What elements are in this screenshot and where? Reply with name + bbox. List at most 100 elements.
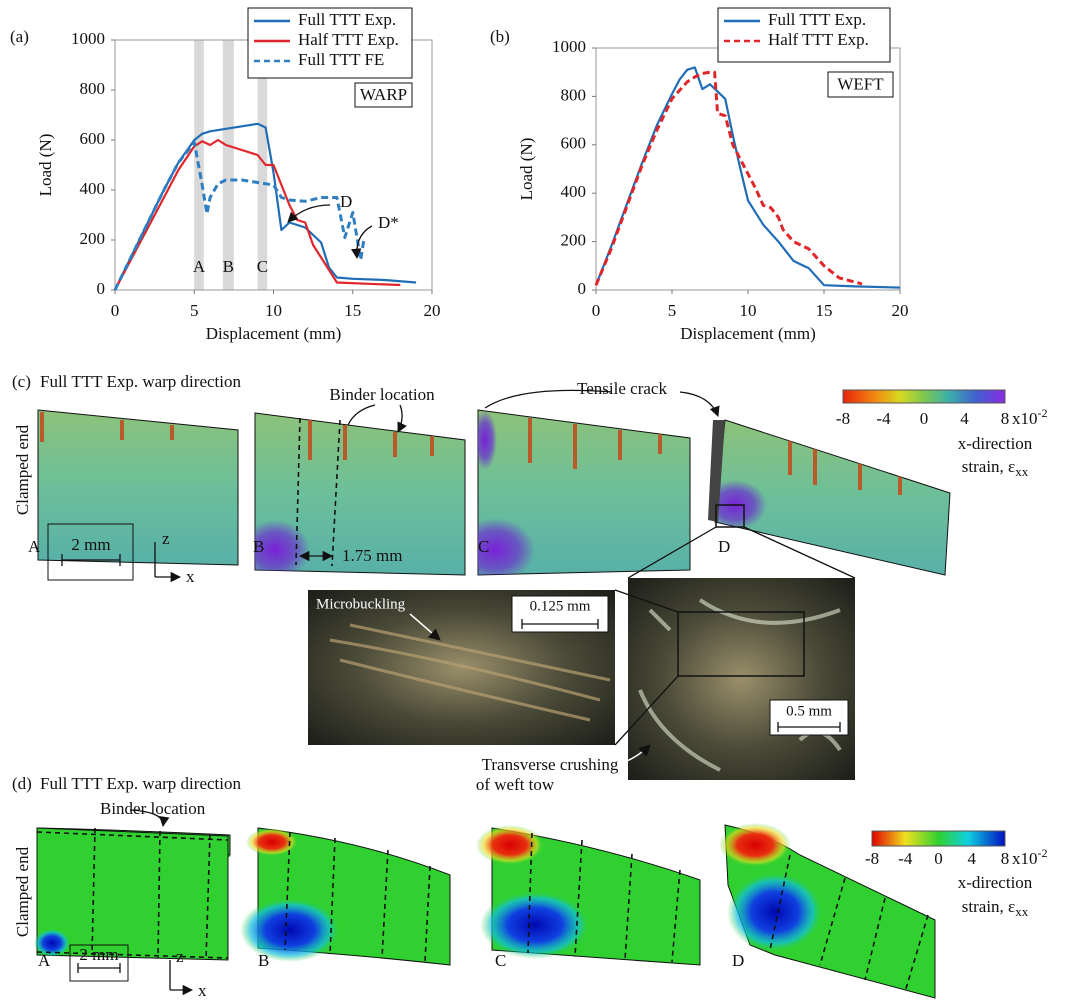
scale-label: 0.125 mm [530,598,591,614]
highlight-band [257,40,268,290]
y-tick-label: 400 [80,179,106,198]
x-tick-label: 20 [892,301,909,320]
scale-glyphs [47,389,1006,990]
band-label: A [193,257,206,276]
y-axis-label: Load (N) [517,138,536,201]
x-tick-label: 10 [265,301,282,320]
micrograph [628,578,855,780]
condition-label: WARP [360,85,407,104]
microbuckling-arrow [409,613,441,641]
colorbar-tick-label: -4 [898,849,913,868]
x-tick-label: 0 [592,301,601,320]
spacing-label: 1.75 mm [342,546,402,565]
unit: x10 [1012,409,1038,428]
condition-label: WEFT [837,74,884,93]
series-line [594,66,901,289]
panel-title: Full TTT Exp. warp direction [40,372,241,391]
colorbar-tick-label: -8 [865,849,879,868]
clamped-label: Clamped end [13,846,32,937]
axis-x: x [198,981,207,1000]
legend-label: Half TTT Exp. [298,30,399,49]
annotation-arrow [287,204,331,223]
axis-z: z [162,529,170,548]
colorbar-title: x-direction [958,873,1033,892]
x-axis-label: Displacement (mm) [680,324,816,343]
condition-box [354,82,413,108]
binder-line [295,417,341,567]
scale-box [769,699,849,736]
y-tick-label: 800 [80,79,106,98]
x-tick-label: 15 [816,301,833,320]
axis-z: z [176,947,184,966]
colorbar-title: x-direction [958,434,1033,453]
panel-d-text: (d) Full TTT Exp. warp direction Binder … [12,774,1048,1000]
stage-label: A [38,951,51,970]
y-tick-label: 400 [561,182,587,201]
x-tick-label: 20 [424,301,441,320]
binder-label: Binder location [329,385,435,404]
series-line [114,138,401,291]
crack-label: Tensile crack [577,379,667,398]
highlight-band [222,40,234,290]
series-line [594,70,863,286]
strain: strain, ε [962,457,1015,476]
unit-exp: -2 [1038,406,1048,420]
legend-label: Full TTT FE [298,50,384,69]
binder-arrow [129,809,170,828]
y-tick-label: 600 [80,129,106,148]
annotation: D* [378,213,399,232]
series-line [113,141,366,291]
stage-label: B [258,951,269,970]
zoom-line [627,526,717,579]
colorbar-unit: x10-2 [1012,406,1048,428]
colorbar-tick-label: 8 [1001,409,1010,428]
scale-label: 2 mm [71,535,110,554]
colorbar-tick-label: 0 [934,849,943,868]
streak [40,412,174,442]
colorbar-strain: strain, εxx [962,457,1029,479]
x-tick-label: 0 [111,301,120,320]
crushing-label: of weft tow [476,775,555,794]
crack-arrow [484,389,718,416]
unit: x10 [1012,849,1038,868]
micrographs [308,578,855,780]
panel-label: (b) [490,27,510,46]
x-tick-label: 10 [740,301,757,320]
y-axis-label: Load (N) [36,134,55,197]
y-tick-label: 0 [578,279,587,298]
zoom-box [715,504,745,528]
stage-label: D [718,537,730,556]
y-tick-label: 0 [97,279,106,298]
colorbar-tick-label: -4 [876,409,891,428]
legend-label: Full TTT Exp. [768,10,866,29]
y-tick-label: 1000 [71,29,105,48]
unit-exp: -2 [1038,846,1048,860]
x-tick-label: 5 [668,301,677,320]
panel-label: (a) [10,27,29,46]
scale-box [69,944,129,982]
crushing-arrow [559,744,651,772]
annotation-arrow [351,225,373,260]
zoom-line [743,526,856,579]
scale-label: 0.5 mm [786,703,832,719]
annotation: D [340,192,352,211]
scale-box [47,523,134,581]
y-tick-label: 200 [561,231,587,250]
colorbar [842,389,1006,404]
clamped-label: Clamped end [13,424,32,515]
band-label: B [223,257,234,276]
crushing-label: Transverse crushing [482,755,619,774]
x-axis-label: Displacement (mm) [206,324,342,343]
zoom-box [677,611,805,677]
panel-c-text: (c) Full TTT Exp. warp direction Clamped… [12,372,1048,794]
axis-x: x [186,567,195,586]
legend-box [247,7,413,79]
panel-label: (c) [12,372,31,391]
colorbar [871,830,1006,847]
binder-label: Binder location [100,799,206,818]
stage-label: C [495,951,506,970]
strain: strain, ε [962,897,1015,916]
strain-sub: xx [1015,464,1029,479]
stage-label: B [253,537,264,556]
